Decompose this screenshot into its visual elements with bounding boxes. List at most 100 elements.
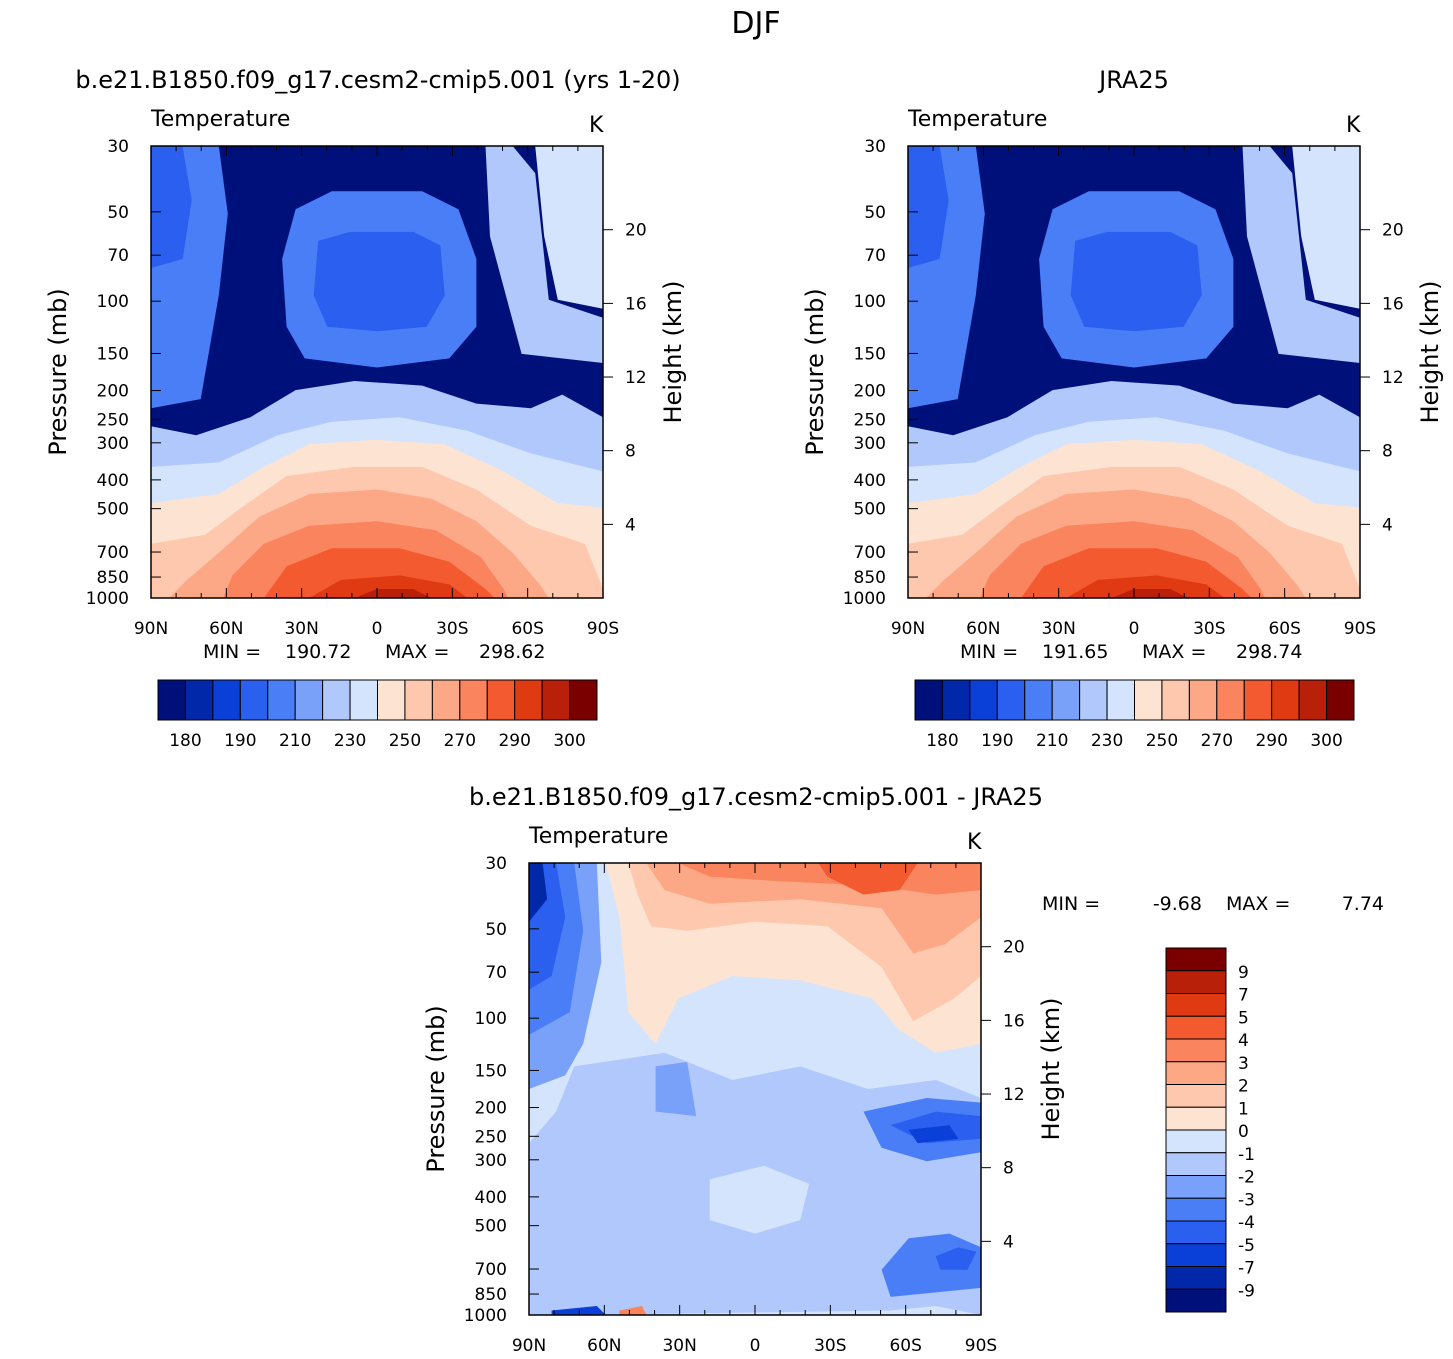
obs-colorbar-label: 250 [1146,731,1178,751]
model-height-tick-label: 16 [625,294,647,314]
diff-min-value: -9.68 [1153,893,1202,915]
model-min-value: 190.72 [285,641,351,663]
model-colorbar-label: 180 [169,731,201,751]
obs-height-tick-label: 16 [1382,294,1404,314]
diff-colorbar: 9 75 4 3 21 0 -1 -2-3 -4 -5 -7-9 [1165,947,1255,1313]
model-x-tick-label: 60N [209,619,243,639]
obs-contour-region [1070,231,1202,332]
obs-height-tick-label: 8 [1382,442,1393,462]
model-y-tick-label: 150 [97,344,129,364]
model-max-label: MAX = [385,641,449,663]
obs-colorbar-label: 230 [1091,731,1123,751]
diff-colorbar-label: -9 [1238,1281,1255,1301]
diff-contour-region [818,863,918,895]
obs-colorbar-swatch [1134,679,1163,721]
model-colorbar-swatch [267,679,296,721]
diff-colorbar-label: 3 [1238,1054,1249,1074]
model-x-tick-label: 60S [511,619,543,639]
obs-y-tick-label: 300 [854,434,886,454]
obs-x-tick-label: 60N [966,619,1000,639]
obs-colorbar-swatch [1051,679,1081,721]
model-colorbar-label: 270 [444,731,476,751]
model-colorbar-swatch [349,679,378,721]
diff-x-tick-label: 30S [814,1336,846,1356]
obs-y-tick-label: 250 [854,410,886,430]
model-contour-field [151,146,603,598]
diff-panel: b.e21.B1850.f09_g17.cesm2-cmip5.001 - JR… [422,783,1384,1356]
model-y-axis-label: Pressure (mb) [44,288,72,455]
obs-y-tick-label: 150 [854,344,886,364]
obs-y-tick-label: 100 [854,292,886,312]
diff-height-tick-label: 20 [1003,938,1025,958]
model-height-tick-label: 4 [625,515,636,535]
diff-height-tick-label: 16 [1003,1011,1025,1031]
model-y-tick-label: 50 [107,203,129,223]
obs-max-label: MAX = [1142,641,1206,663]
diff-colorbar-label: 5 [1238,1008,1249,1028]
model-colorbar-swatch [377,679,406,721]
diff-colorbar-swatch [1165,1129,1227,1154]
obs-height-tick-label: 4 [1382,515,1393,535]
diff-contour-region [655,1061,697,1117]
obs-colorbar-swatch [1298,679,1328,721]
diff-contour-region [935,1247,977,1270]
model-colorbar-label: 290 [498,731,530,751]
obs-contour-region [1269,146,1360,309]
diff-contour-field [529,863,981,1315]
obs-x-tick-label: 90N [891,619,925,639]
obs-colorbar-swatch [1161,679,1190,721]
model-contour-region [512,146,603,309]
obs-colorbar-swatch [1188,679,1218,721]
obs-x-tick-label: 30N [1041,619,1075,639]
diff-contour-region [619,1306,647,1315]
obs-panel: JRA25 Temperature K 90N 60N 30N 0 30S 60S 90S 30 50… [801,66,1444,751]
model-colorbar-swatch [239,679,269,721]
diff-colorbar-swatch [1165,1106,1227,1131]
diff-units-label: K [967,830,982,855]
diff-x-tick-label: 90N [512,1336,546,1356]
diff-variable-label: Temperature [528,824,668,849]
obs-colorbar-swatch [969,679,998,721]
model-variable-label: Temperature [150,107,290,132]
obs-colorbar-swatch [1216,679,1245,721]
model-x-tick-label: 0 [372,619,383,639]
diff-x-tick-label: 0 [750,1336,761,1356]
obs-y-tick-label: 50 [864,203,886,223]
model-colorbar: 180 190 210 230 250 270 290 300 [157,679,598,751]
diff-colorbar-swatch [1165,1152,1227,1176]
diff-colorbar-label: -5 [1238,1236,1255,1256]
diff-y-tick-label: 70 [485,963,507,983]
diff-height-tick-label: 4 [1003,1232,1014,1252]
diff-contour-region [529,863,548,922]
obs-colorbar-swatch [941,679,971,721]
diff-colorbar-swatch [1165,1266,1227,1290]
diff-title: b.e21.B1850.f09_g17.cesm2-cmip5.001 - JR… [469,783,1043,811]
obs-colorbar-swatch [1106,679,1135,721]
model-x-tick-label: 30N [284,619,318,639]
diff-colorbar-label: 7 [1238,986,1249,1006]
model-x-tick-label: 90N [134,619,168,639]
panels: b.e21.B1850.f09_g17.cesm2-cmip5.001 (yrs… [44,66,1444,1356]
diff-y-tick-label: 200 [475,1099,507,1119]
diff-colorbar-label: -2 [1238,1168,1255,1188]
obs-colorbar-label: 190 [981,731,1013,751]
model-y-tick-label: 200 [97,382,129,402]
model-colorbar-swatch [541,679,571,721]
diff-colorbar-swatch [1165,1197,1227,1222]
diff-colorbar-swatch [1165,1061,1227,1085]
obs-colorbar-label: 290 [1255,731,1287,751]
diff-y-tick-label: 1000 [464,1306,507,1326]
model-colorbar-label: 230 [334,731,366,751]
model-y-tick-label: 500 [97,500,129,520]
figure-title: DJF [731,6,780,41]
obs-contour-region [1066,575,1225,598]
obs-contour-region [1111,589,1189,598]
obs-max-value: 298.74 [1236,641,1302,663]
model-max-value: 298.62 [479,641,545,663]
model-colorbar-label: 190 [224,731,256,751]
model-right-axis-label: Height (km) [659,281,687,424]
diff-y-tick-label: 30 [485,854,507,874]
diff-right-axis-label: Height (km) [1037,998,1065,1141]
obs-colorbar-swatch [1024,679,1053,721]
